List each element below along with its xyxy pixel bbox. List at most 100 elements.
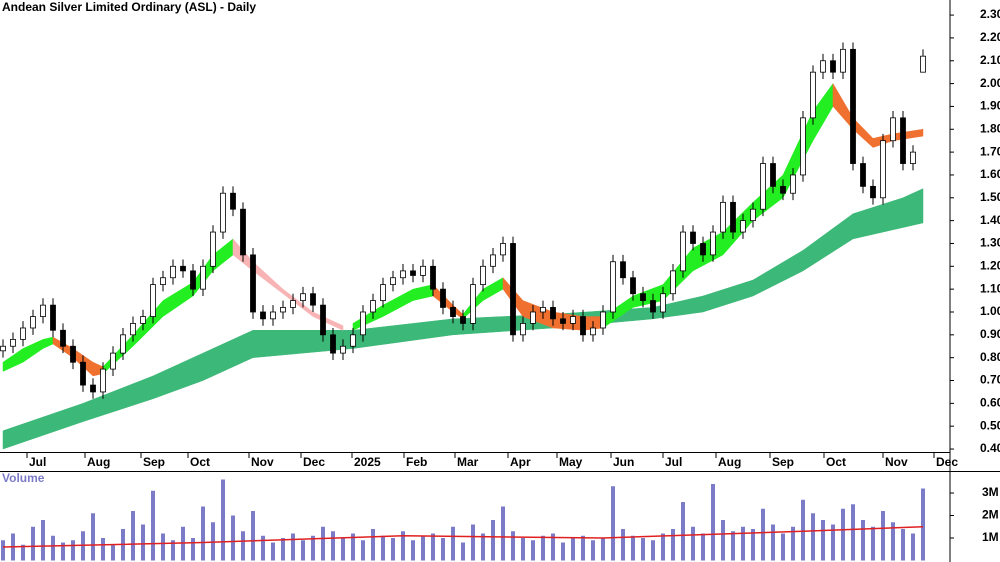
- volume-bar: [141, 524, 145, 561]
- y-tick-label: 1.70: [980, 144, 1000, 158]
- volume-bar: [831, 524, 835, 561]
- candle-body: [210, 231, 216, 267]
- candle-body: [290, 300, 296, 308]
- volume-bar: [411, 540, 415, 561]
- volume-bar: [911, 533, 915, 561]
- candle-body: [440, 288, 446, 308]
- price-panel: 0.40 0.50 0.60 0.70 0.80 0.90 1.00 1.10 1.20 1.30…: [0, 7, 1000, 469]
- y-tick-label: 0.40: [980, 441, 1000, 455]
- candle-body: [260, 311, 266, 320]
- y-tick-label: 0.90: [980, 327, 1000, 341]
- volume-bar: [371, 529, 375, 561]
- volume-bar: [771, 524, 775, 561]
- candle-body: [580, 316, 586, 336]
- volume-bar: [791, 526, 795, 561]
- candle-body: [350, 334, 356, 347]
- y-tick-label: 1.30: [980, 236, 1000, 250]
- volume-bar: [431, 533, 435, 561]
- volume-bar: [851, 504, 855, 561]
- volume-bar: [41, 520, 45, 561]
- y-tick-label: 1M: [982, 530, 999, 544]
- y-tick-label: 1.00: [980, 304, 1000, 318]
- candle-body: [80, 361, 86, 386]
- candle-body: [220, 192, 226, 233]
- x-tick-label: Mar: [457, 455, 479, 469]
- volume-bar: [441, 538, 445, 561]
- y-tick-label: 2.00: [980, 76, 1000, 90]
- candle-body: [310, 293, 316, 306]
- candle-body: [840, 48, 846, 73]
- candle-body: [570, 316, 576, 324]
- volume-bar: [101, 538, 105, 561]
- x-tick-label: Jul: [665, 455, 682, 469]
- candle-body: [400, 270, 406, 279]
- candle-body: [130, 323, 136, 336]
- y-tick-label: 0.50: [980, 418, 1000, 432]
- candle-body: [660, 293, 666, 313]
- volume-bar: [251, 511, 255, 561]
- y-tick-label: 2M: [982, 508, 999, 522]
- volume-bar: [811, 513, 815, 561]
- ribbon: [232, 238, 344, 331]
- candle-body: [200, 265, 206, 290]
- volume-bar: [91, 513, 95, 561]
- candle-body: [910, 151, 916, 164]
- volume-bar: [621, 529, 625, 561]
- volume-bar: [571, 538, 575, 561]
- candle-body: [20, 327, 26, 340]
- volume-bar: [861, 520, 865, 561]
- volume-bar: [261, 535, 265, 561]
- candle-body: [480, 265, 486, 285]
- x-tick-label: Jun: [613, 455, 634, 469]
- candle-body: [30, 316, 36, 329]
- candle-body: [750, 208, 756, 222]
- y-tick-label: 2.20: [980, 30, 1000, 44]
- y-tick-label: 3M: [982, 485, 999, 499]
- candle-body: [770, 163, 776, 187]
- candle-body: [600, 311, 606, 329]
- volume-bar: [491, 520, 495, 561]
- volume-bar: [731, 531, 735, 561]
- candle-body: [710, 231, 716, 256]
- candle-body: [450, 307, 456, 317]
- candle-body: [800, 117, 806, 176]
- candle-body: [500, 243, 506, 256]
- y-tick-label: 0.70: [980, 373, 1000, 387]
- volume-bar: [461, 542, 465, 561]
- x-tick-label: Aug: [718, 455, 741, 469]
- chart-title: Andean Silver Limited Ordinary (ASL) - D…: [2, 0, 256, 14]
- candle-body: [470, 284, 476, 324]
- candle-body: [270, 311, 276, 320]
- candle-body: [430, 265, 436, 290]
- candle-body: [720, 201, 726, 233]
- volume-bar: [191, 538, 195, 561]
- candle-body: [250, 254, 256, 313]
- volume-bar: [651, 540, 655, 561]
- volume-bar: [301, 540, 305, 561]
- volume-bar: [871, 526, 875, 561]
- volume-bar: [631, 535, 635, 561]
- volume-bar: [781, 533, 785, 561]
- candle-body: [780, 185, 786, 194]
- x-tick-label: Jul: [29, 455, 46, 469]
- candle-body: [420, 265, 426, 276]
- candle-body: [300, 293, 306, 301]
- volume-bar: [391, 538, 395, 561]
- candle-body: [140, 316, 146, 324]
- x-tick-label: 2025: [354, 455, 381, 469]
- volume-bar: [891, 522, 895, 561]
- candle-body: [920, 55, 926, 73]
- volume-bar: [661, 533, 665, 561]
- candle-body: [900, 117, 906, 164]
- candle-body: [360, 311, 366, 336]
- volume-bar: [591, 540, 595, 561]
- candle-body: [630, 277, 636, 295]
- candle-body: [530, 311, 536, 324]
- y-tick-label: 1.50: [980, 190, 1000, 204]
- volume-bar: [481, 533, 485, 561]
- candle-body: [560, 318, 566, 324]
- volume-bar: [311, 535, 315, 561]
- y-tick-label: 2.10: [980, 53, 1000, 67]
- volume-bar: [271, 542, 275, 561]
- y-tick-label: 0.60: [980, 396, 1000, 410]
